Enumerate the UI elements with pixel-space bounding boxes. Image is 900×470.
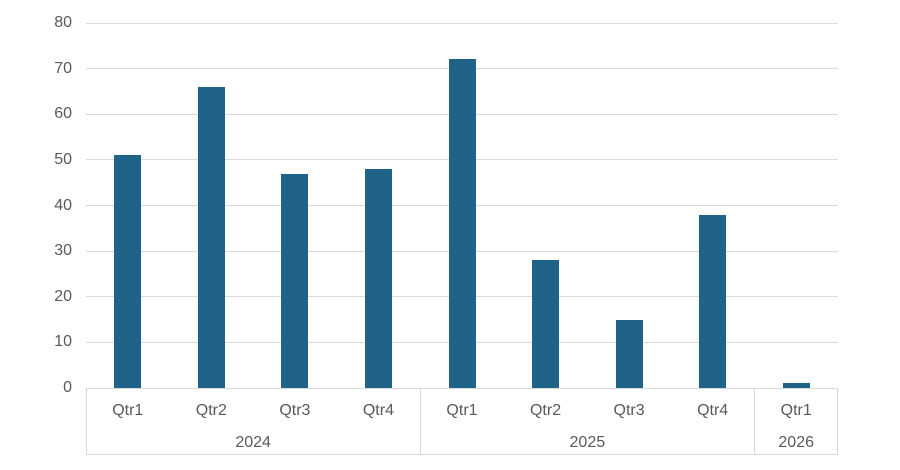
- group-separator: [753, 388, 755, 455]
- y-tick-label: 40: [54, 196, 72, 214]
- gridline: [86, 22, 838, 24]
- bar-qtr1-2024: [114, 155, 142, 388]
- bar-qtr4-2025: [699, 215, 727, 388]
- x-tick-label: Qtr4: [362, 402, 394, 419]
- x-tick-label: Qtr2: [529, 402, 562, 419]
- group-separator: [419, 388, 421, 455]
- bar-qtr2-2025: [532, 260, 560, 388]
- x-group-label: 2026: [778, 434, 814, 451]
- x-tick-label: Qtr1: [446, 402, 478, 419]
- x-tick-label: Qtr3: [613, 402, 645, 419]
- bar-qtr3-2025: [615, 320, 643, 388]
- x-tick-label: Qtr1: [780, 402, 812, 419]
- bar-qtr4-2024: [364, 169, 392, 388]
- y-tick-label: 20: [54, 287, 72, 305]
- y-tick-label: 60: [54, 105, 72, 123]
- bar-qtr1-2026: [782, 383, 810, 388]
- y-tick-label: 30: [54, 242, 72, 260]
- bar-qtr3-2024: [281, 174, 309, 388]
- x-tick-label: Qtr3: [279, 402, 311, 419]
- x-tick-label: Qtr4: [697, 402, 729, 419]
- y-tick-label: 70: [54, 59, 72, 77]
- x-group-label: 2025: [569, 434, 606, 451]
- y-tick-label: 80: [54, 14, 72, 31]
- x-tick-label: Qtr2: [195, 402, 227, 419]
- x-tick-label: Qtr1: [112, 402, 144, 419]
- bar-qtr2-2024: [197, 87, 225, 388]
- y-tick-label: 10: [54, 333, 72, 351]
- bar-qtr1-2025: [448, 59, 476, 388]
- y-tick-label: 0: [63, 379, 72, 396]
- y-tick-label: 50: [54, 150, 72, 168]
- category-axis-box: [86, 388, 838, 455]
- x-group-label: 2024: [235, 434, 271, 451]
